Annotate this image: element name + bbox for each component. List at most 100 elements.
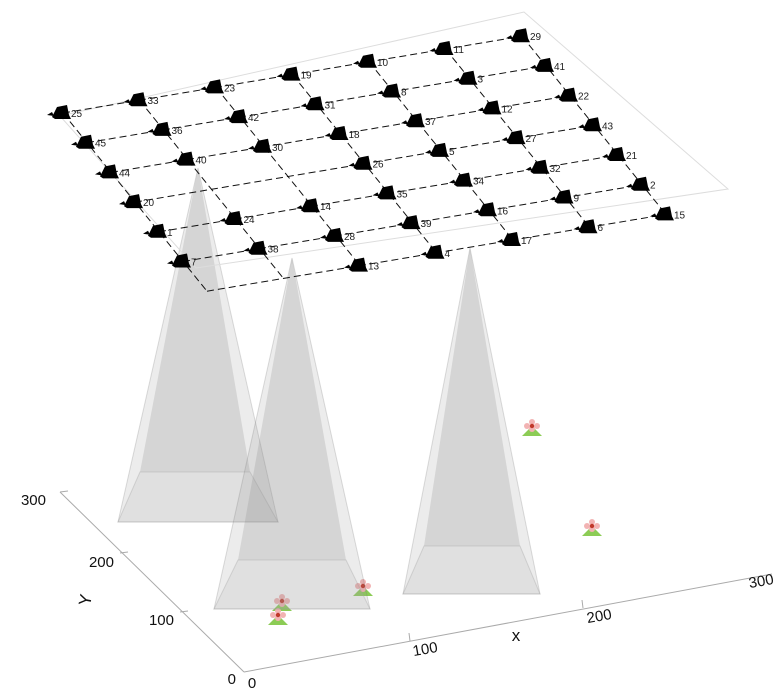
camera-id-label: 30 (272, 143, 284, 154)
camera-icon (430, 142, 449, 157)
camera-node: 40 (171, 151, 207, 167)
camera-icon (329, 126, 349, 140)
camera-id-label: 42 (248, 113, 260, 124)
camera-id-label: 34 (473, 177, 485, 188)
camera-id-label: 1 (167, 228, 173, 239)
camera-node: 31 (300, 96, 336, 111)
camera-node: 36 (147, 121, 184, 137)
camera-icon (124, 194, 143, 209)
camera-node: 9 (549, 189, 580, 205)
camera-node: 10 (353, 53, 389, 69)
camera-node: 38 (243, 240, 280, 256)
camera-icon (535, 57, 554, 72)
y-axis-label: Y (75, 593, 96, 607)
camera-icon (511, 28, 530, 43)
camera-id-label: 7 (191, 258, 197, 269)
grid-plane: 2533231910112945364231834144403018371222… (47, 11, 730, 292)
camera-icon (248, 240, 268, 255)
x-tick-300: 300 (747, 571, 775, 592)
camera-node: 35 (372, 185, 409, 200)
camera-id-label: 41 (554, 62, 566, 73)
camera-icon (152, 121, 172, 136)
camera-icon (301, 198, 320, 213)
camera-id-label: 20 (143, 198, 155, 209)
camera-node: 27 (501, 130, 537, 145)
camera-id-label: 18 (349, 130, 361, 141)
camera-node: 33 (123, 92, 160, 107)
camera-icon (401, 215, 421, 230)
camera-node: 19 (276, 66, 313, 82)
camera-node: 45 (71, 134, 107, 150)
camera-icon (578, 219, 598, 234)
camera-id-label: 2 (650, 181, 656, 192)
axes: 300 200 100 0 0 100 200 300 Y x (21, 490, 775, 689)
camera-icon (655, 206, 674, 221)
camera-id-label: 11 (454, 45, 465, 56)
camera-node: 29 (506, 28, 542, 43)
y-tick-100: 100 (149, 612, 174, 629)
x-tick-200: 200 (585, 606, 613, 627)
grid-frame (59, 11, 730, 269)
camera-id-label: 5 (449, 147, 455, 158)
camera-node: 37 (401, 113, 437, 128)
x-axis-label: x (512, 626, 521, 645)
flower-marker (522, 419, 542, 436)
camera-id-label: 37 (425, 117, 437, 128)
camera-node: 11 (429, 41, 465, 56)
camera-node: 17 (497, 232, 533, 247)
camera-node: 42 (224, 109, 260, 124)
camera-id-label: 29 (530, 32, 542, 43)
camera-frustums (117, 167, 541, 610)
camera-node: 1 (143, 223, 173, 239)
camera-icon (353, 155, 373, 170)
camera-id-label: 19 (301, 71, 313, 82)
camera-icon (358, 53, 377, 68)
camera-id-label: 15 (674, 210, 686, 221)
camera-icon (554, 189, 574, 204)
camera-id-label: 36 (172, 126, 184, 137)
camera-icon (382, 83, 401, 98)
camera-node: 21 (602, 147, 638, 162)
camera-node: 3 (453, 70, 484, 86)
camera-icon (631, 176, 650, 191)
camera-node: 20 (119, 194, 155, 209)
camera-node: 34 (449, 172, 485, 188)
camera-id-label: 12 (502, 104, 514, 115)
camera-node: 13 (344, 257, 380, 273)
camera-node: 18 (324, 126, 361, 141)
camera-icon (229, 109, 248, 124)
camera-node: 12 (477, 100, 514, 115)
camera-id-label: 28 (344, 232, 356, 243)
camera-icon (502, 232, 521, 246)
camera-icon (224, 211, 244, 225)
camera-node: 4 (420, 244, 451, 260)
camera-node: 28 (320, 227, 356, 243)
camera-node: 23 (200, 79, 236, 94)
camera-frustum (117, 167, 279, 523)
camera-id-label: 43 (602, 121, 614, 132)
camera-icon (325, 227, 344, 242)
camera-node: 30 (248, 138, 284, 154)
camera-icon (176, 151, 196, 166)
camera-icon (128, 92, 148, 107)
camera-node: 44 (95, 164, 131, 179)
camera-id-label: 35 (397, 189, 409, 200)
camera-id-label: 33 (148, 96, 160, 107)
y-tick-300: 300 (21, 492, 46, 509)
camera-icon (425, 244, 445, 259)
camera-id-label: 25 (71, 109, 83, 120)
camera-icon (458, 70, 478, 85)
camera-node: 24 (219, 211, 255, 226)
flower-marker (353, 579, 373, 596)
camera-icon (506, 130, 526, 145)
grid-nodes: 2533231910112945364231834144403018371222… (47, 28, 686, 273)
camera-icon (281, 66, 301, 81)
camera-id-label: 38 (268, 245, 280, 256)
camera-node: 43 (578, 117, 614, 132)
camera-icon (349, 257, 368, 272)
camera-id-label: 14 (320, 202, 332, 213)
camera-id-label: 32 (550, 164, 562, 175)
camera-id-label: 22 (578, 92, 590, 103)
camera-icon (482, 100, 502, 115)
